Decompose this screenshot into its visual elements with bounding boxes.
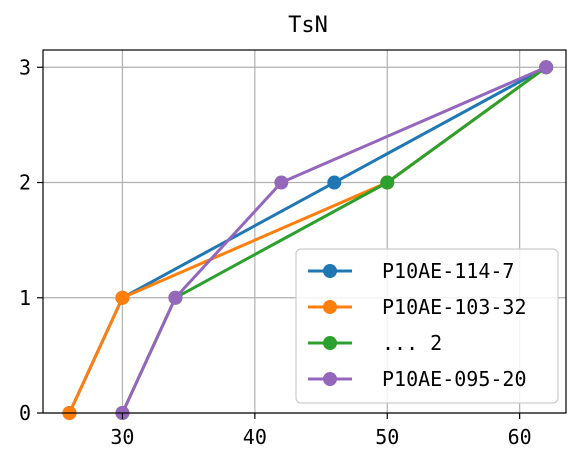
y-tick-label: 0	[19, 401, 31, 425]
legend-marker	[323, 300, 337, 314]
legend-entry: P10AE-095-20	[308, 367, 527, 391]
series-line	[121, 65, 547, 414]
legend-label: P10AE-095-20	[382, 367, 527, 391]
data-point	[539, 60, 554, 75]
legend: P10AE-114-7 P10AE-103-32 ... 2 P10AE-095-20	[295, 248, 559, 404]
legend-marker	[323, 336, 337, 350]
legend-box	[295, 248, 559, 404]
legend-entry: P10AE-114-7	[308, 259, 514, 283]
data-point	[380, 175, 395, 190]
legend-label: ... 2	[382, 331, 442, 355]
series-layer	[62, 60, 554, 420]
plot-frame	[42, 49, 567, 414]
legend-entry: ... 2	[308, 331, 442, 355]
data-point	[168, 290, 183, 305]
data-point	[115, 290, 130, 305]
legend-entry: P10AE-103-32	[308, 295, 527, 319]
x-tick-label: 60	[508, 425, 532, 449]
legend-marker	[323, 264, 337, 278]
y-tick-label: 2	[19, 171, 31, 195]
x-tick-label: 50	[375, 425, 399, 449]
chart-title: TsN	[288, 13, 328, 38]
y-tick-label: 1	[19, 286, 31, 310]
legend-label: P10AE-114-7	[382, 259, 514, 283]
legend-marker	[323, 372, 337, 386]
x-tick-label: 40	[243, 425, 267, 449]
legend-label: P10AE-103-32	[382, 295, 527, 319]
y-tick-label: 3	[19, 55, 31, 79]
data-point	[274, 175, 289, 190]
x-tick-label: 30	[110, 425, 134, 449]
tick-layer: 30 40 50 60 0 1 2 3	[19, 55, 532, 449]
data-point	[327, 175, 342, 190]
